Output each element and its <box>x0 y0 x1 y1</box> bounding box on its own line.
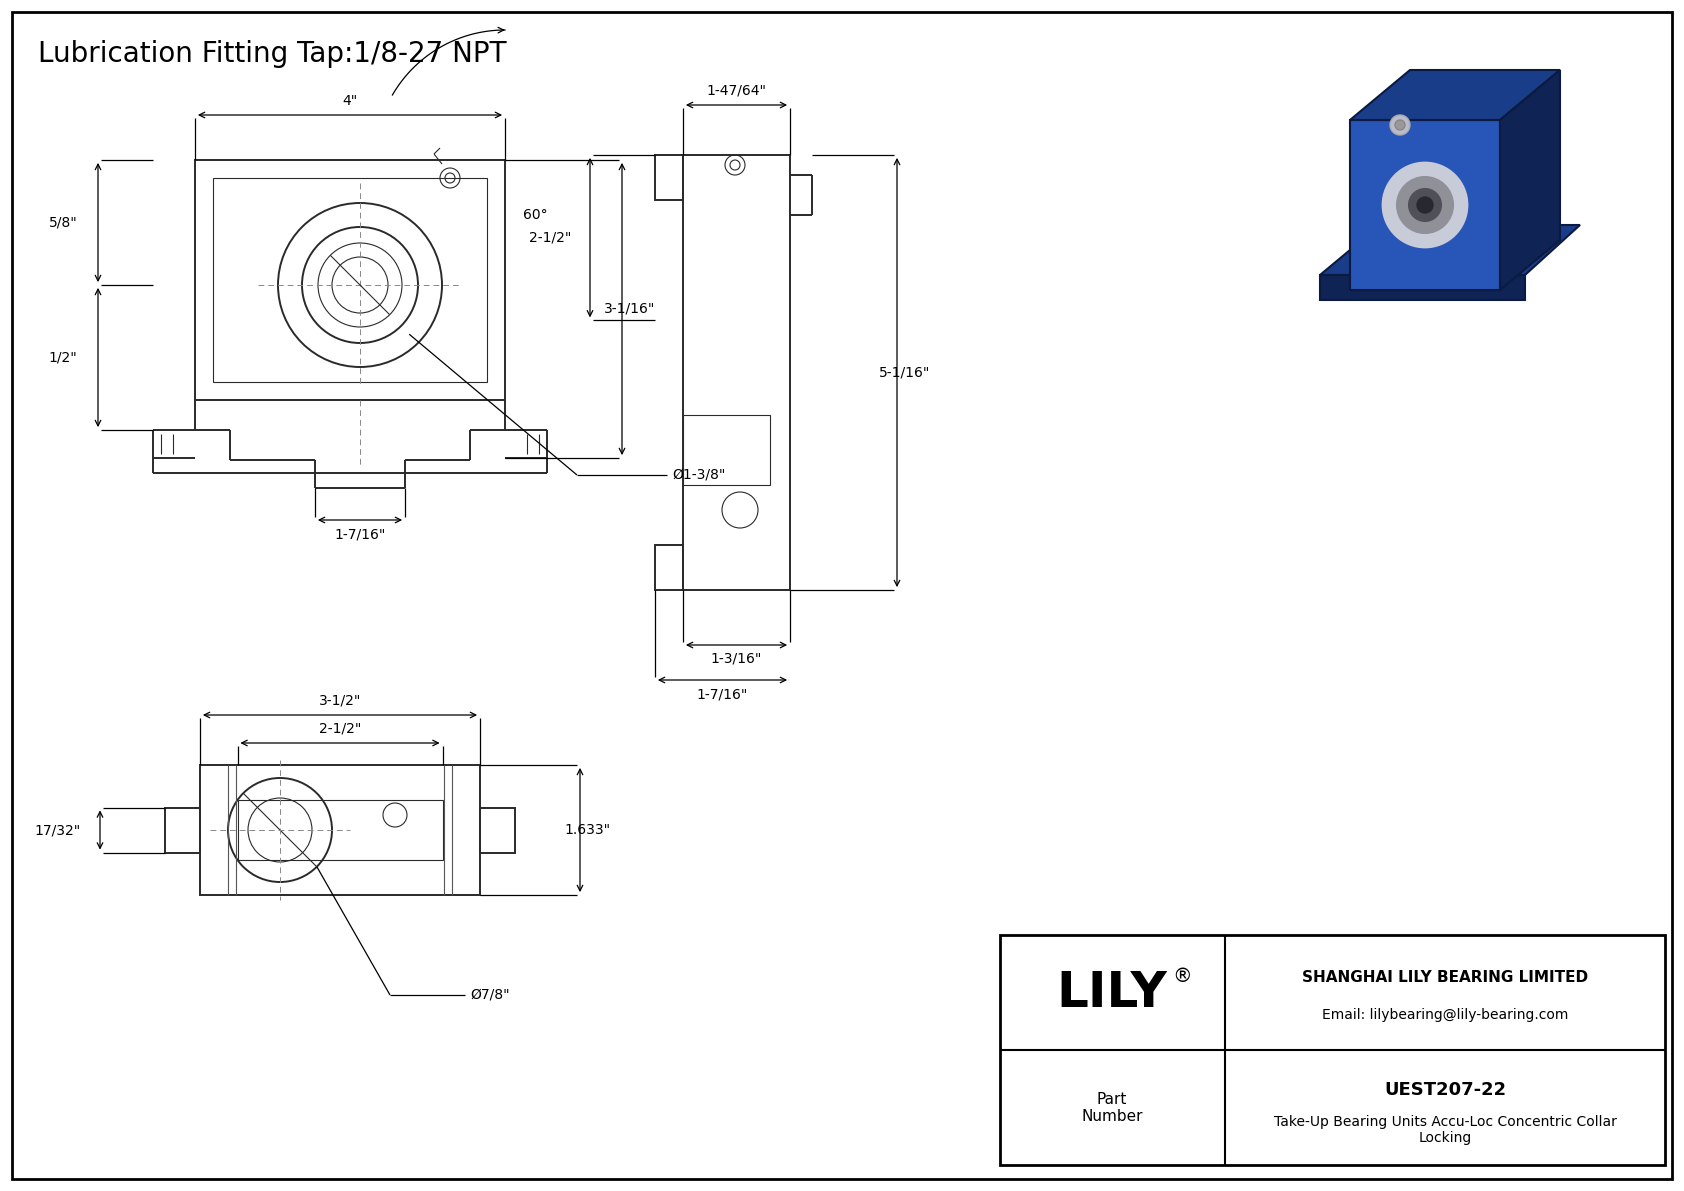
Polygon shape <box>1320 225 1580 275</box>
Text: 2-1/2": 2-1/2" <box>318 722 360 736</box>
Text: 1-47/64": 1-47/64" <box>707 85 766 98</box>
Bar <box>480 807 515 853</box>
Bar <box>1000 935 1665 1165</box>
Text: 17/32": 17/32" <box>35 823 81 837</box>
Bar <box>655 155 684 200</box>
Text: Take-Up Bearing Units Accu-Loc Concentric Collar
Locking: Take-Up Bearing Units Accu-Loc Concentri… <box>1273 1115 1617 1145</box>
Text: Ø7/8": Ø7/8" <box>470 989 510 1002</box>
Bar <box>684 155 790 590</box>
Bar <box>200 765 480 894</box>
Polygon shape <box>1320 275 1526 300</box>
Text: Part
Number: Part Number <box>1081 1092 1143 1124</box>
Text: 2-1/2": 2-1/2" <box>529 231 571 244</box>
Text: 3-1/16": 3-1/16" <box>605 303 655 316</box>
Text: 3-1/2": 3-1/2" <box>318 694 360 707</box>
Text: SHANGHAI LILY BEARING LIMITED: SHANGHAI LILY BEARING LIMITED <box>1302 969 1588 985</box>
Text: 4": 4" <box>342 94 357 108</box>
Circle shape <box>1410 189 1442 222</box>
Bar <box>237 800 443 860</box>
Bar <box>655 545 684 590</box>
Circle shape <box>1416 197 1433 213</box>
Bar <box>212 177 487 382</box>
Bar <box>195 160 505 400</box>
Text: 1/2": 1/2" <box>49 350 77 364</box>
Text: Lubrication Fitting Tap:1/8-27 NPT: Lubrication Fitting Tap:1/8-27 NPT <box>39 40 507 68</box>
Polygon shape <box>1500 70 1559 289</box>
Text: ®: ® <box>1172 967 1192 986</box>
Circle shape <box>1398 177 1453 233</box>
Text: Ø1-3/8": Ø1-3/8" <box>672 468 726 482</box>
Polygon shape <box>1351 70 1559 120</box>
Text: 5/8": 5/8" <box>49 216 77 230</box>
Bar <box>165 807 200 853</box>
Circle shape <box>1389 116 1410 135</box>
Polygon shape <box>1351 120 1500 289</box>
Circle shape <box>1394 120 1404 130</box>
Text: 5-1/16": 5-1/16" <box>879 366 931 380</box>
Text: 1-3/16": 1-3/16" <box>711 651 763 666</box>
Circle shape <box>1383 163 1467 247</box>
Text: UEST207-22: UEST207-22 <box>1384 1081 1505 1099</box>
Bar <box>684 414 770 485</box>
Text: 1-7/16": 1-7/16" <box>335 526 386 541</box>
Text: 1-7/16": 1-7/16" <box>697 687 748 701</box>
Text: Email: lilybearing@lily-bearing.com: Email: lilybearing@lily-bearing.com <box>1322 1008 1568 1022</box>
Text: LILY: LILY <box>1056 969 1167 1017</box>
Text: 1.633": 1.633" <box>564 823 611 837</box>
Text: 60°: 60° <box>522 208 547 222</box>
